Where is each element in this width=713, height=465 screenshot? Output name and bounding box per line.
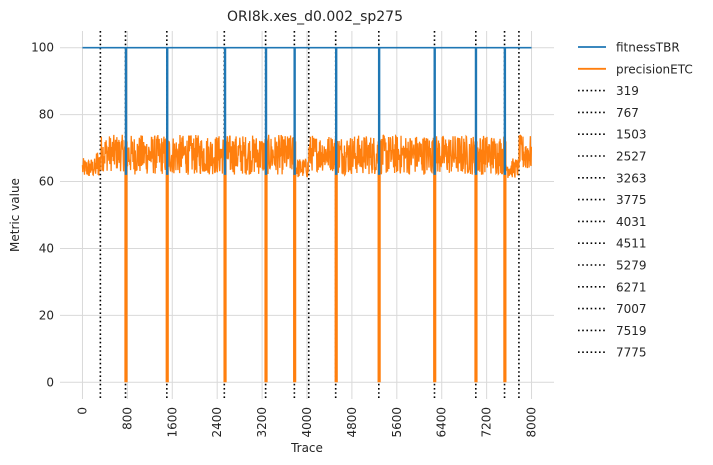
y-tick-label: 100	[31, 41, 54, 55]
legend-label: 6271	[616, 280, 647, 294]
precisionETC-dip	[334, 141, 338, 383]
fitnessTBR-dip	[223, 47, 227, 175]
precisionETC-dip	[223, 141, 227, 383]
x-tick-label: 0	[75, 407, 89, 415]
x-axis-ticks: 0 800 1600 2400 3200 4000 4800 5600 6400 7200 8000	[75, 407, 538, 438]
x-axis-label: Trace	[290, 441, 323, 455]
fitnessTBR-dip	[503, 47, 507, 175]
fitnessTBR-dip	[264, 47, 268, 175]
legend-label: 5279	[616, 259, 647, 273]
fitnessTBR-dip	[293, 47, 296, 175]
precisionETC-dip	[474, 141, 478, 383]
precisionETC-dip	[264, 141, 268, 383]
fitnessTBR-dip	[166, 47, 169, 175]
fitnessTBR-dip	[124, 47, 128, 175]
precisionETC-dip	[124, 141, 128, 383]
y-tick-label: 20	[39, 308, 54, 322]
y-tick-label: 0	[46, 375, 54, 389]
y-axis-label: Metric value	[8, 178, 22, 252]
legend: fitnessTBR precisionETC 319 767 1503 2527 3263…	[578, 41, 693, 360]
precisionETC-dip	[503, 141, 507, 383]
x-tick-label: 4000	[300, 407, 314, 438]
plot-area	[60, 31, 554, 399]
legend-label: 1503	[616, 128, 647, 142]
legend-label: 767	[616, 106, 639, 120]
legend-label: 4511	[616, 237, 647, 251]
x-tick-label: 3200	[255, 407, 269, 438]
series-precisionETC	[81, 134, 533, 178]
legend-label: 7007	[616, 302, 647, 316]
y-tick-label: 60	[39, 175, 54, 189]
legend-label: 3263	[616, 171, 647, 185]
y-tick-label: 80	[39, 108, 54, 122]
y-axis-ticks: 0 20 40 60 80 100	[31, 41, 54, 390]
x-tick-label: 5600	[390, 407, 404, 438]
y-tick-label: 40	[39, 241, 54, 255]
legend-label: 2527	[616, 150, 647, 164]
precisionETC-dip	[377, 141, 381, 383]
x-tick-label: 6400	[435, 407, 449, 438]
legend-label: fitnessTBR	[616, 41, 680, 55]
legend-label: precisionETC	[616, 62, 693, 76]
x-tick-label: 2400	[210, 407, 224, 438]
legend-label: 3775	[616, 193, 647, 207]
fitnessTBR-dip	[433, 47, 436, 175]
fitnessTBR-dip	[474, 47, 478, 175]
fitnessTBR-dip	[334, 47, 338, 175]
series-lines	[81, 46, 533, 383]
chart-title: ORI8k.xes_d0.002_sp275	[227, 9, 403, 25]
legend-label: 4031	[616, 215, 647, 229]
precisionETC-dip	[165, 141, 169, 383]
legend-label: 319	[616, 84, 639, 98]
legend-label: 7519	[616, 324, 647, 338]
x-tick-label: 4800	[345, 407, 359, 438]
x-tick-label: 7200	[480, 407, 494, 438]
legend-label: 7775	[616, 346, 647, 360]
precisionETC-dip	[293, 141, 297, 383]
fitnessTBR-dip	[377, 47, 381, 175]
x-tick-label: 8000	[525, 407, 539, 438]
x-tick-label: 1600	[165, 407, 179, 438]
x-tick-label: 800	[120, 407, 134, 430]
precisionETC-dip	[433, 141, 437, 383]
